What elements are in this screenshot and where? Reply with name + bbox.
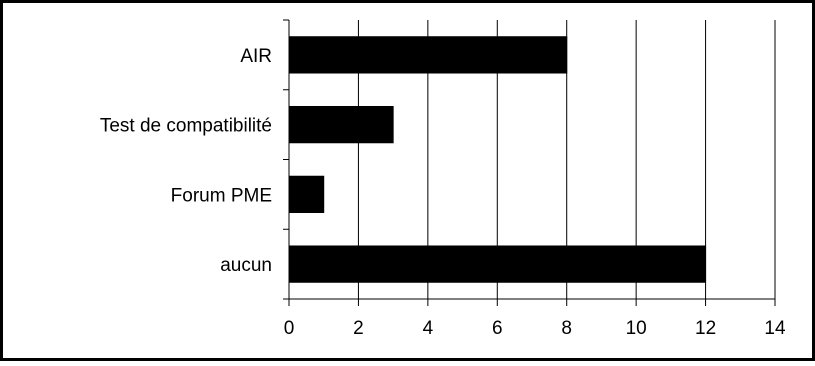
x-tick-label-0: 0 — [284, 318, 295, 339]
x-tick-label-8: 8 — [561, 318, 572, 339]
bar-aucun — [288, 245, 707, 283]
bar-forum-pme — [288, 175, 325, 214]
bar-air — [288, 36, 568, 74]
x-tick-label-14: 14 — [764, 318, 786, 339]
bars — [288, 36, 707, 283]
x-tick-label-12: 12 — [695, 318, 716, 339]
category-label-2: Forum PME — [171, 185, 272, 206]
x-tick-label-2: 2 — [353, 318, 364, 339]
labels: 0 2 4 6 8 10 12 14 AIR Test de compatibilité Forum… — [100, 46, 786, 339]
category-label-0: AIR — [240, 46, 272, 67]
x-tick-label-6: 6 — [492, 318, 503, 339]
x-tick-label-10: 10 — [626, 318, 647, 339]
bar-test-de-compatibilit- — [288, 105, 394, 144]
axes — [283, 19, 776, 306]
x-tick-label-4: 4 — [423, 318, 434, 339]
category-label-3: aucun — [220, 255, 272, 276]
category-label-1: Test de compatibilité — [100, 116, 272, 137]
